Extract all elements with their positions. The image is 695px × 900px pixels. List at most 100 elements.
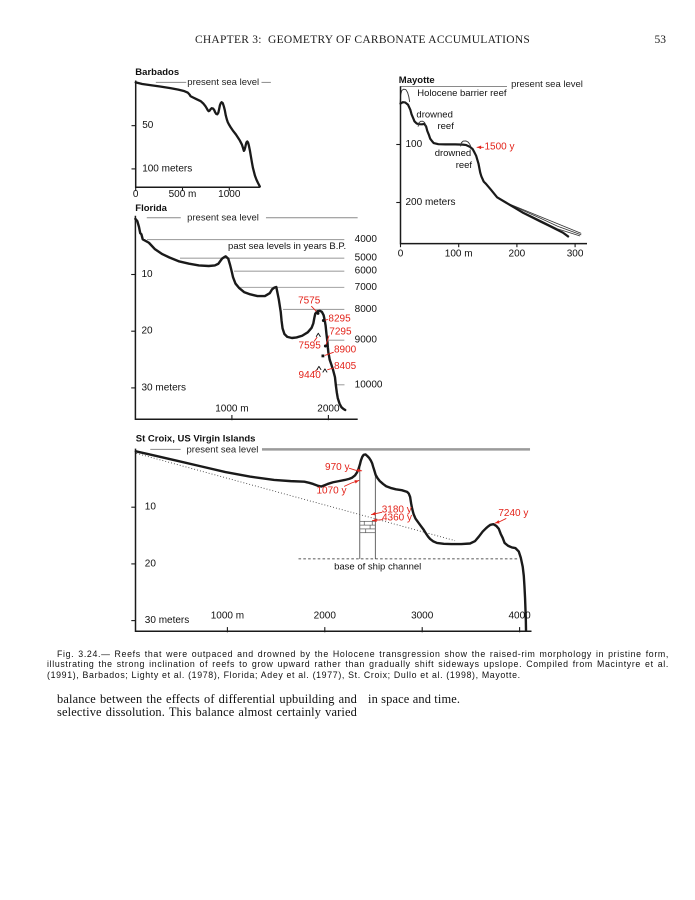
annotation-label: 8900 [334,345,357,356]
panel-title: St Croix, US Virgin Islands [136,434,256,445]
annotation-4360-y: 4360 y [371,513,412,524]
x-tick-label: 500 m [169,189,197,200]
panel-title: Florida [135,203,167,214]
annotation-label: 1500 y [484,142,514,153]
figure-detail-line [136,452,456,542]
sample-marker-caret [315,332,321,337]
past-sea-level-tick-label: 10000 [355,379,383,390]
annotation-9440: 9440 [299,365,322,381]
annotation-arrowhead [477,145,482,150]
panel-title: Barbados [135,67,179,78]
panel-stcroix: present sea level 10 20 30 meters 1000 m 2000… [131,434,532,633]
annotation-label: 7575 [298,296,321,307]
panel-text-label: base of ship channel [334,562,421,573]
profile-curve [399,101,570,238]
panel-barbados: present sea level 50 100 meters 0 500 m 1000 B… [131,67,271,200]
profile-curve [134,450,528,633]
x-tick-label: 1000 m [211,611,244,622]
annotation-leader [323,319,328,321]
x-tick-label: 2000 [314,611,337,622]
figure-caption: Fig. 3.24.— Reefs that were outpaced and… [47,649,669,681]
panel-text-label: Holocene barrier reef [417,88,507,99]
profile-detail-outline [505,202,582,236]
annotation-label: 9440 [299,370,322,381]
annotation-label: 4360 y [382,513,412,524]
body-text-right-column: in space and time. [368,693,668,706]
annotation-7240-y: 7240 y [494,508,528,524]
annotation-arrowhead [357,468,362,473]
caption-line-3: (1991), Barbados; Lighty et al. (1978), … [47,669,521,680]
past-sea-level-tick-label: 6000 [355,266,378,277]
annotation-label: 1070 y [317,485,347,496]
past-sea-level-tick-label: 8000 [355,304,378,315]
past-sea-level-tick-label: 4000 [355,234,378,245]
annotation-label: 8295 [328,313,351,324]
annotation-leader [325,335,330,346]
y-tick-label: 30 meters [145,615,189,626]
sample-marker-dot [321,318,325,322]
y-tick-label: 10 [145,502,157,513]
axes [134,448,532,633]
y-tick-label: 30 meters [142,382,186,393]
panel-text-label: drowned [416,109,452,120]
panel-text-label: drowned [435,148,471,159]
y-tick-label: 200 meters [406,197,456,208]
annotation-leader [313,336,318,342]
sample-marker-square [321,354,325,358]
past-sea-levels-title: past sea levels in years B.P. [228,241,346,252]
annotation-arrowhead [354,480,359,484]
sea-level-label: present sea level [187,444,259,455]
x-tick-label: 100 m [445,249,473,260]
y-tick-label: 20 [145,558,157,569]
body-text-left-column: balance between the effects of different… [57,693,357,719]
body-text-line: selective dissolution. This balance almo… [57,704,357,719]
past-sea-level-tick-label: 9000 [355,335,378,346]
x-tick-label: 1000 [218,189,241,200]
annotation-8900: 8900 [321,345,357,358]
annotation-1070-y: 1070 y [317,479,360,496]
annotation-label: 7595 [299,340,322,351]
x-tick-label: 3000 [411,611,434,622]
x-tick-label: 200 [509,249,526,260]
panel-text-label: reef [456,160,473,171]
profile-curve [134,81,261,188]
annotation-leader [324,351,334,356]
y-tick-label: 20 [142,326,154,337]
panel-text-label: reef [437,121,454,132]
annotation-970-y: 970 y [325,462,363,473]
panel-title: Mayotte [399,75,435,86]
x-tick-label: 1000 m [215,404,248,415]
annotation-leader [311,305,317,312]
annotation-arrowhead [371,511,376,516]
annotation-arrowhead [495,520,500,524]
axes [134,215,358,420]
profile-detail-outline [460,140,472,148]
annotation-label: 8405 [334,361,357,372]
annotation-1500-y: 1500 y [476,142,515,153]
sample-marker-caret [322,368,328,373]
annotation-8295: 8295 [321,313,351,324]
annotation-label: 3180 y [382,504,412,515]
x-tick-label: 2000 [317,404,340,415]
annotation-7575: 7575 [298,296,321,315]
sample-marker-dot [323,344,327,348]
profile-detail-outline [399,88,411,104]
sea-level-label: present sea level [187,77,259,88]
x-tick-label: 0 [133,189,139,200]
x-tick-label: 4000 [508,611,531,622]
annotation-label: 7240 y [498,508,528,519]
sea-level-label: present sea level [511,79,583,90]
past-sea-level-tick-label: 5000 [355,253,378,264]
body-text-line: in space and time. [368,692,461,706]
sample-marker-caret [316,365,322,371]
sample-marker-dot [316,311,320,315]
profile-detail-outline [417,120,427,128]
annotation-label: 7295 [329,326,352,337]
y-tick-label: 100 meters [142,163,192,174]
annotation-7595: 7595 [299,332,322,351]
profile-curve [134,217,347,412]
sea-level-label: present sea level [187,212,259,223]
page-number: 53 [654,34,667,46]
